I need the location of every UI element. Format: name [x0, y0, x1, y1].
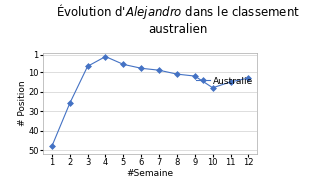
Australie — [50, 145, 54, 147]
Australie — [68, 102, 72, 105]
Australie — [229, 81, 233, 83]
Australie — [157, 69, 161, 71]
Legend: Australie: Australie — [196, 77, 253, 86]
Australie — [121, 63, 125, 65]
Australie — [175, 73, 179, 75]
Line: Australie: Australie — [50, 55, 250, 149]
Text: Évolution d'​$\it{Alejandro}$​ dans le classement
australien: Évolution d'​$\it{Alejandro}$​ dans le c… — [56, 2, 300, 36]
Australie — [193, 75, 197, 77]
Australie — [104, 55, 108, 58]
Australie — [139, 67, 143, 69]
X-axis label: #Semaine: #Semaine — [127, 169, 174, 178]
Australie — [85, 65, 89, 67]
Australie — [247, 77, 250, 79]
Y-axis label: # Position: # Position — [18, 81, 27, 126]
Australie — [211, 87, 215, 89]
